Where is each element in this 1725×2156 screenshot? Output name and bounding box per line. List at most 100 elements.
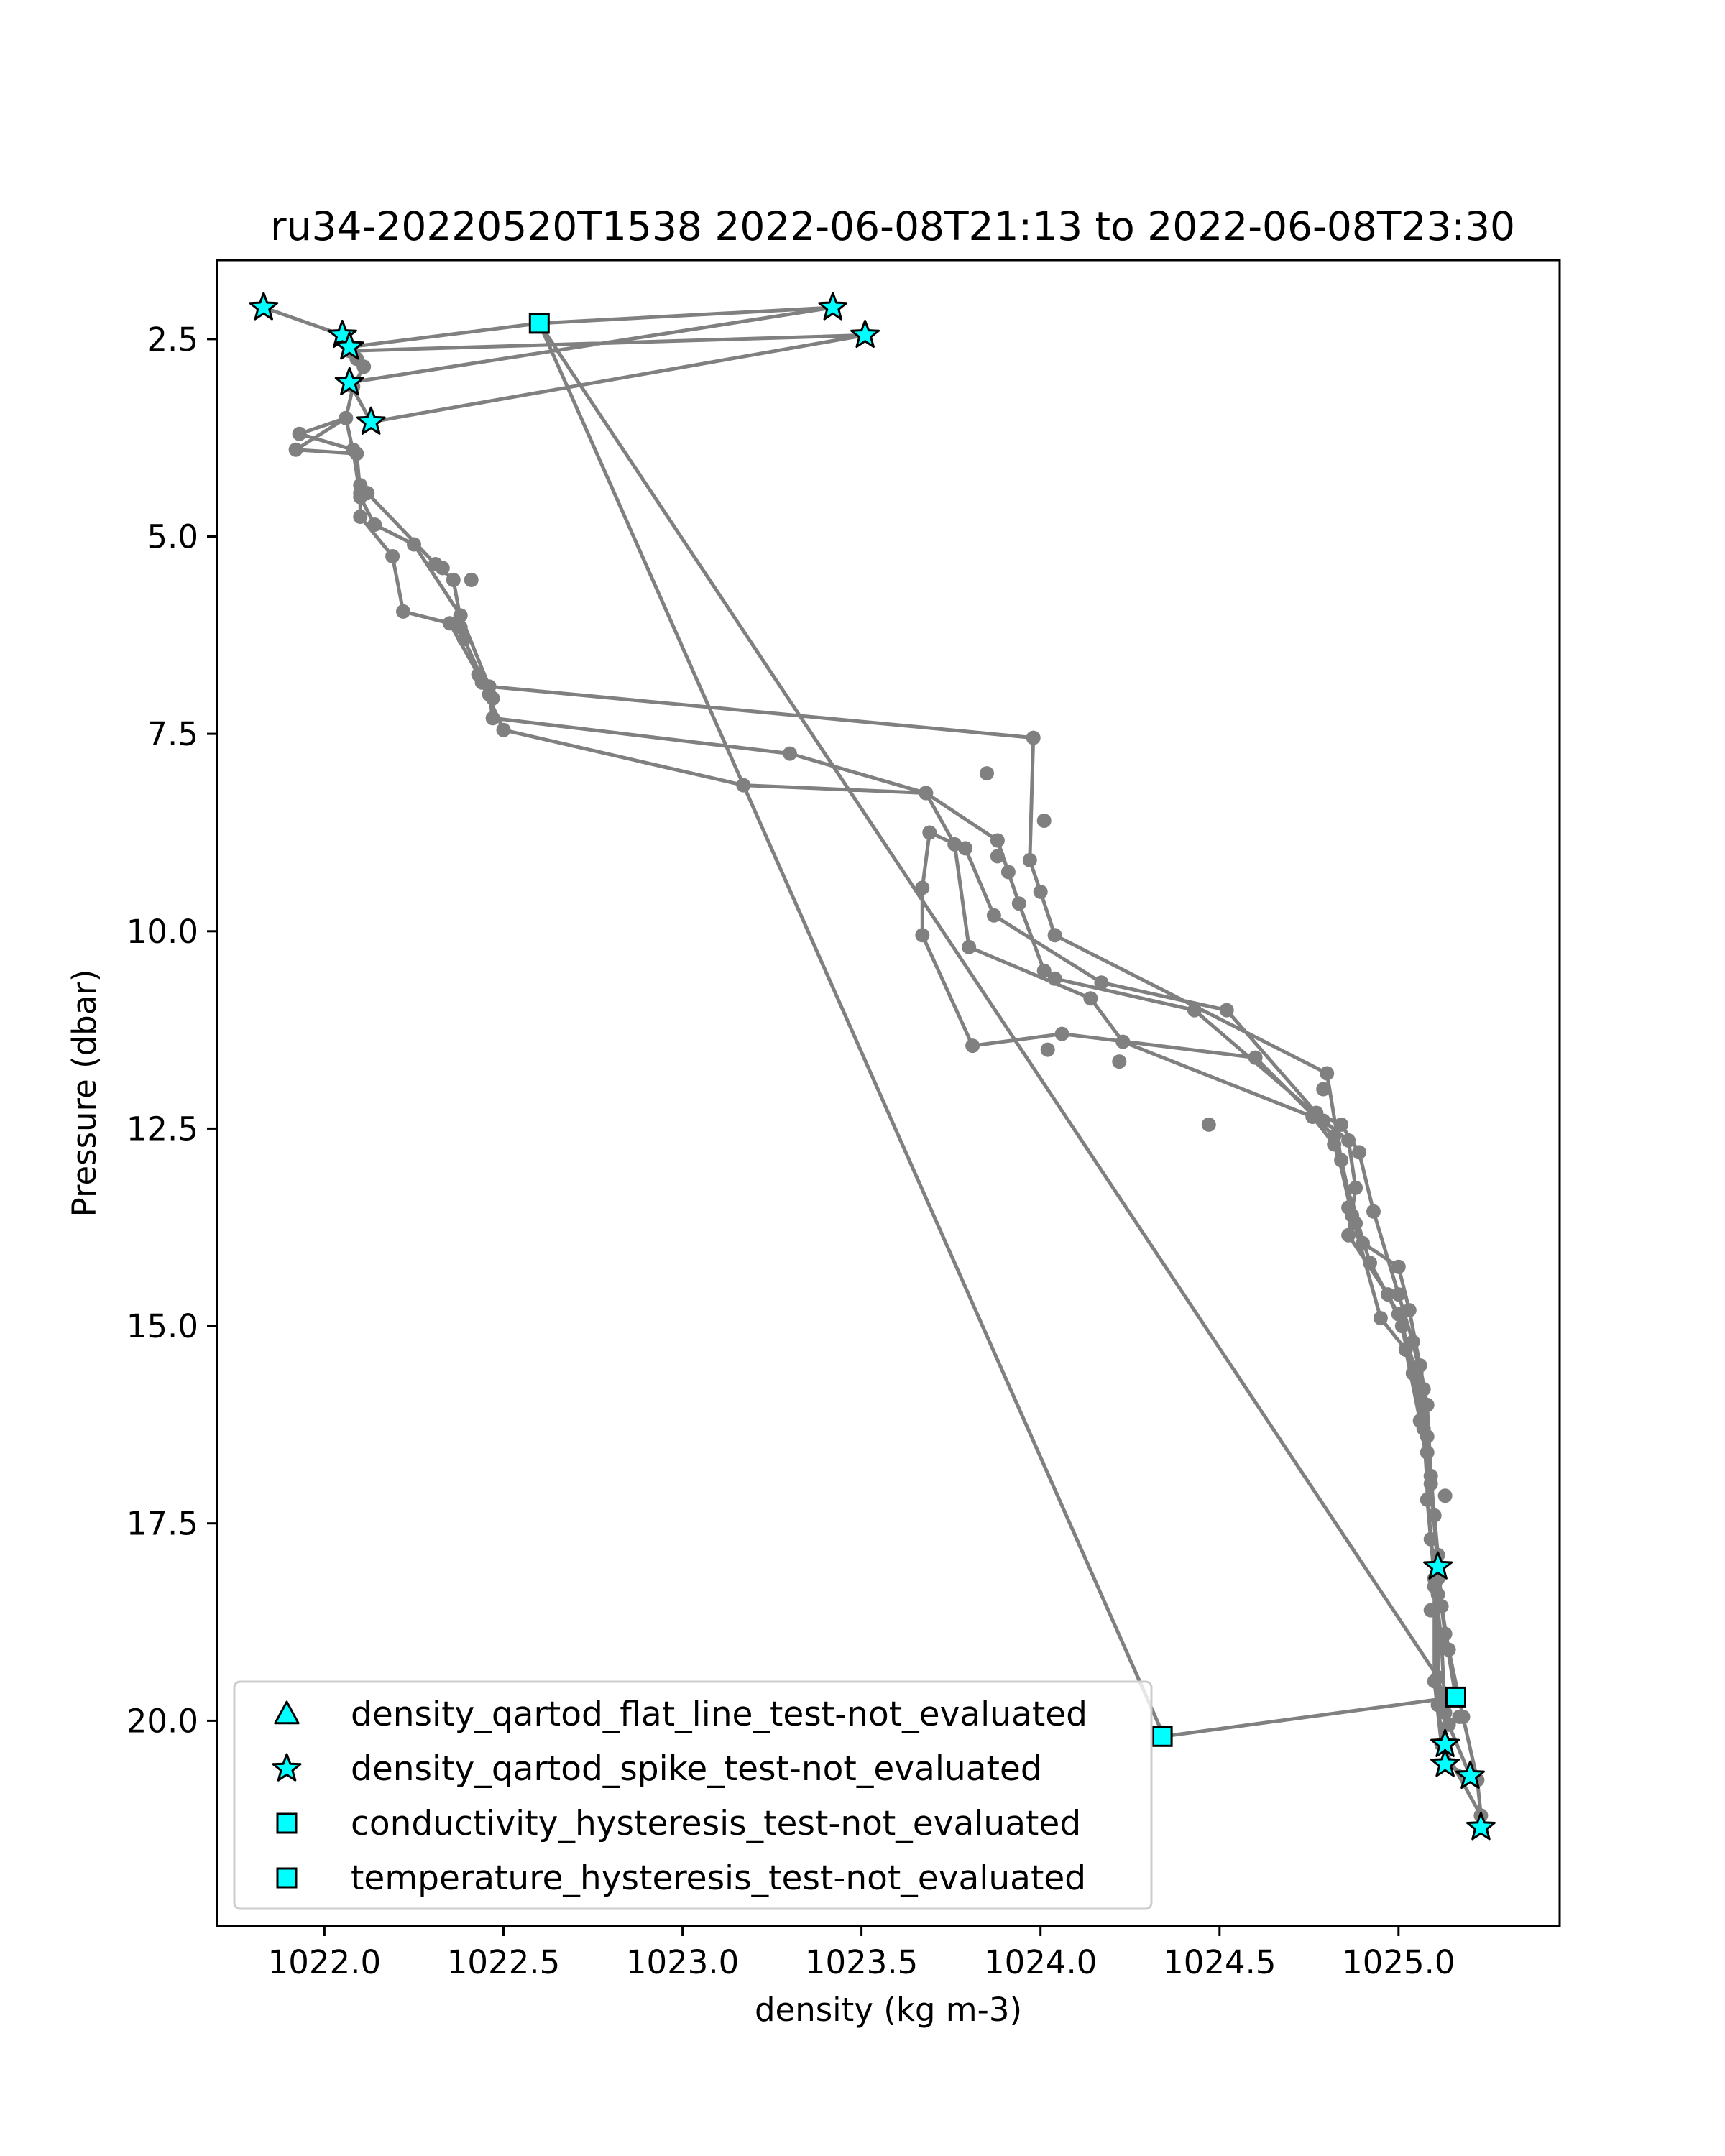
data-point [1363, 1256, 1377, 1271]
spike-flag-marker [1455, 1760, 1485, 1789]
legend: density_qartod_flat_line_test-not_evalua… [233, 1680, 1153, 1910]
data-point [1047, 971, 1062, 986]
legend-label: conductivity_hysteresis_test-not_evaluat… [351, 1804, 1081, 1843]
data-point [1441, 1717, 1456, 1732]
data-point [1423, 1531, 1438, 1547]
data-point [1352, 1145, 1366, 1160]
data-point [1430, 1669, 1445, 1685]
data-point [1022, 852, 1037, 867]
y-axis-label: Pressure (dbar) [65, 969, 104, 1217]
data-point [464, 572, 479, 587]
y-tick-label: 7.5 [147, 715, 198, 753]
data-point [990, 849, 1005, 864]
legend-star-icon [272, 1753, 302, 1782]
data-point [446, 572, 461, 587]
spike-flag-marker [334, 331, 364, 360]
data-point [1356, 1235, 1370, 1250]
data-point [1341, 1200, 1356, 1215]
data-point [1320, 1066, 1335, 1081]
data-point [1316, 1113, 1331, 1128]
data-point [986, 908, 1001, 923]
hysteresis-flag-marker [1151, 1726, 1173, 1747]
legend-box [233, 1680, 1153, 1910]
data-point [1348, 1180, 1363, 1195]
data-point [965, 1038, 980, 1054]
data-point [1036, 963, 1052, 978]
plot-area [249, 292, 1496, 1841]
legend-label: density_qartod_spike_test-not_evaluated [351, 1749, 1042, 1789]
y-axis: 2.5 5.0 7.5 10.0 12.5 15.0 17.5 20.0 [126, 321, 217, 1740]
data-point [1423, 1476, 1438, 1491]
data-point [396, 604, 410, 619]
data-point [1391, 1259, 1406, 1274]
data-point [385, 549, 400, 563]
data-point [1341, 1133, 1356, 1148]
data-point [339, 410, 354, 425]
data-point [1430, 1587, 1445, 1602]
y-tick-label: 2.5 [147, 321, 198, 359]
legend-square-icon [276, 1867, 298, 1889]
data-point [1402, 1303, 1417, 1318]
data-point [1391, 1307, 1406, 1322]
data-point [915, 928, 930, 943]
data-point [1420, 1429, 1435, 1444]
data-point [1116, 1034, 1131, 1049]
data-point [915, 880, 930, 895]
data-point [1427, 1508, 1442, 1523]
data-point [485, 711, 500, 726]
data-point [1011, 896, 1026, 911]
spike-flag-marker [818, 292, 848, 321]
data-point [1036, 814, 1052, 828]
data-point [1187, 1003, 1202, 1018]
data-point [1334, 1153, 1349, 1168]
data-point [947, 837, 962, 852]
x-tick-label: 1024.5 [1163, 1943, 1276, 1981]
data-point [1423, 1603, 1438, 1618]
legend-label: density_qartod_flat_line_test-not_evalua… [351, 1695, 1087, 1734]
data-point [1391, 1287, 1406, 1302]
data-point [919, 786, 934, 801]
data-point [474, 675, 489, 690]
x-tick-label: 1023.5 [805, 1943, 918, 1981]
data-point [783, 746, 797, 761]
x-axis: 1022.0 1022.5 1023.0 1023.5 1024.0 1024.5 1025… [268, 1926, 1455, 1981]
legend-square-icon [276, 1812, 298, 1834]
data-point [1112, 1054, 1127, 1069]
data-point [1416, 1382, 1431, 1396]
y-tick-label: 17.5 [126, 1505, 198, 1543]
data-point [1054, 1026, 1070, 1041]
data-point [1040, 1042, 1055, 1057]
y-tick-label: 15.0 [126, 1307, 198, 1345]
data-point [1452, 1709, 1467, 1724]
data-point [1373, 1311, 1388, 1326]
x-tick-label: 1025.0 [1342, 1943, 1455, 1981]
data-point [1405, 1335, 1420, 1350]
y-tick-label: 5.0 [147, 518, 198, 556]
data-point [288, 442, 303, 457]
data-point [1334, 1117, 1349, 1132]
data-point [1201, 1117, 1216, 1132]
data-point [353, 510, 368, 524]
y-tick-label: 20.0 [126, 1702, 198, 1740]
data-point [1438, 1705, 1453, 1720]
data-point [1026, 730, 1041, 745]
x-tick-label: 1022.5 [447, 1943, 560, 1981]
data-point [407, 537, 421, 552]
data-point [1219, 1003, 1234, 1018]
data-point [1434, 1634, 1449, 1649]
data-point [1409, 1366, 1424, 1381]
data-point [1083, 991, 1098, 1006]
hysteresis-flag-marker [1445, 1686, 1466, 1708]
data-point [990, 833, 1005, 848]
data-point [1341, 1227, 1356, 1243]
data-point [1316, 1082, 1331, 1097]
data-point [485, 691, 500, 706]
spike-flag-marker [1430, 1749, 1460, 1777]
data-point [1420, 1492, 1435, 1507]
data-point [1033, 884, 1048, 899]
data-point [1248, 1050, 1263, 1065]
data-point [1420, 1397, 1435, 1412]
data-point [435, 561, 450, 576]
data-point [922, 825, 937, 840]
spike-flag-marker [1466, 1812, 1496, 1841]
